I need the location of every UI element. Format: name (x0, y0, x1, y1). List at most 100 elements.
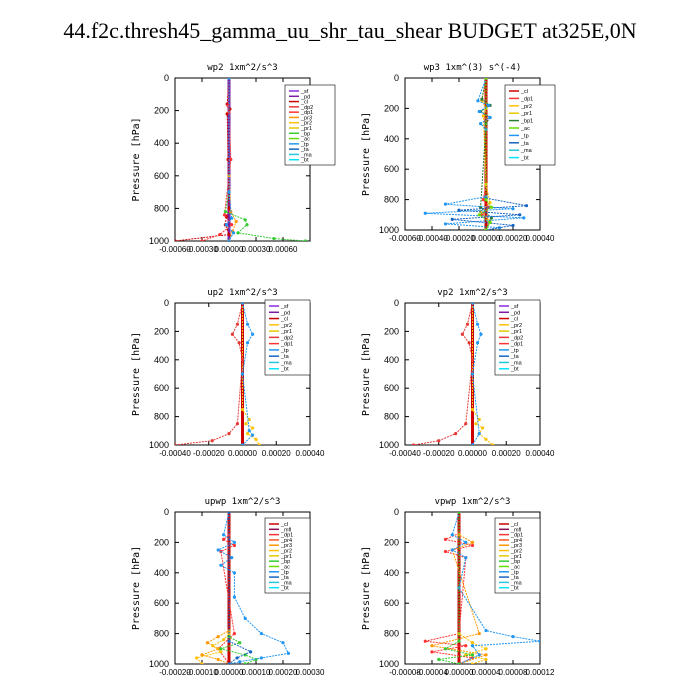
y-tick-label: 0 (394, 73, 399, 83)
x-tick-label: 0.00040 (526, 449, 555, 458)
series-point-tp (470, 303, 475, 305)
series-point-pr2 (470, 407, 475, 412)
series-point-pr2 (245, 432, 250, 436)
y-axis-label: Pressure [hPa] (361, 546, 372, 630)
legend-label: _mfl (510, 527, 521, 533)
series-point-dp1 (218, 232, 222, 237)
legend-label: _pr2 (280, 323, 292, 329)
series-point-tp (487, 103, 491, 107)
series-point-tp (475, 341, 480, 345)
series-point-dp2 (235, 422, 240, 426)
legend-label: _pr1 (300, 126, 312, 132)
series-point-tp (479, 122, 483, 126)
series-point-bp (457, 512, 461, 514)
series-point-ta (227, 512, 231, 514)
series-point-tp (251, 433, 255, 437)
series-line-dp1 (425, 512, 475, 664)
series-point-tp (443, 202, 448, 206)
series-point-pr2 (222, 638, 226, 642)
y-tick-label: 0 (164, 73, 169, 83)
x-tick-label: -0.00020 (443, 234, 475, 243)
series-point-tp (488, 115, 492, 120)
y-tick-label: 0 (394, 507, 399, 517)
series-line-bp (224, 78, 306, 241)
series-point-dp1 (200, 239, 204, 241)
series-point-pr2 (244, 422, 248, 426)
series-point-ac (488, 220, 492, 224)
legend: _cl_mfl_dp1_pr4_pr3_pr2_pr1_bp_ac_tp_ta_… (494, 517, 541, 594)
series-point-pr2 (481, 426, 485, 430)
x-tick-label: 0.00000 (472, 234, 501, 243)
series-point-cl (175, 239, 177, 241)
series-point-tp (224, 223, 228, 227)
y-tick-label: 800 (384, 629, 399, 639)
series-point-bp (470, 653, 475, 657)
series-point-ac (484, 78, 488, 80)
x-tick-label: 0.00030 (296, 668, 325, 677)
series-point-bp (245, 223, 249, 227)
x-tick-label: 0.00040 (296, 449, 325, 458)
series-point-dp2 (235, 322, 240, 326)
series-point-ac (477, 213, 481, 217)
legend: _cl_mfl_dp1_pr4_pr3_pr2_pr1_bp_ac_tp_ta_… (264, 517, 311, 594)
y-axis-label: Pressure [hPa] (361, 332, 372, 416)
legend-label: _pr2 (280, 549, 292, 555)
legend-label: _cl (300, 100, 308, 106)
legend-label: _bt (510, 586, 519, 592)
legend-label: _pr4 (280, 538, 292, 544)
series-point-dp1 (232, 632, 236, 636)
legend-label: _ac (520, 126, 530, 132)
y-tick-label: 200 (384, 537, 399, 547)
series-point-tp (484, 628, 488, 633)
legend-label: _bt (510, 367, 519, 373)
panel-title: vpwp 1xm^2/s^3 (435, 497, 511, 507)
y-tick-label: 400 (384, 568, 399, 578)
y-tick-label: 800 (154, 412, 169, 422)
x-tick-label: 0.00030 (242, 245, 271, 254)
series-point-tp (247, 429, 251, 433)
series-point-dp1 (443, 537, 448, 541)
legend: _sf_pd_cl_dp2_dp1_pr3_pr2_pr1_bp_ac_tp_t… (284, 84, 336, 166)
series-line-pr3 (200, 512, 230, 664)
series-point-ac (484, 198, 488, 202)
series-point-pr2 (477, 417, 481, 422)
series-point-pr2 (470, 641, 475, 645)
legend-label: _tp (300, 142, 309, 148)
series-point-tp (238, 660, 242, 664)
series-point-ta (249, 650, 253, 654)
series-point-dp2 (230, 332, 234, 336)
series-point-bp (457, 662, 461, 664)
y-tick-label: 0 (394, 298, 399, 308)
x-tick-label: 0.00020 (499, 234, 528, 243)
series-point-tp (232, 540, 236, 545)
legend-label: _pr1 (510, 329, 522, 335)
series-point-dp1 (470, 543, 475, 548)
legend-label: _pr1 (510, 554, 522, 560)
series-point-tp (222, 533, 226, 537)
x-tick-label: 0.00004 (472, 668, 501, 677)
series-point-pr3 (216, 657, 220, 662)
x-tick-label: -0.00030 (186, 245, 218, 254)
series-line-tp (451, 512, 540, 664)
series-group (423, 512, 540, 664)
legend-label: _bp (510, 559, 520, 565)
series-point-pr2 (254, 437, 258, 441)
series-line-dp2 (413, 303, 474, 445)
series-point-dp1 (464, 644, 468, 648)
series-point-pr2 (240, 407, 245, 412)
legend-label: _dp1 (280, 342, 293, 348)
series-point-dp2 (175, 443, 177, 445)
series-point-dp1 (423, 639, 427, 643)
legend-label: _ta (520, 141, 530, 147)
series-point-tp (470, 443, 475, 445)
series-point-ta (450, 217, 454, 221)
series-point-tp (245, 341, 250, 345)
legend-label: _cl (510, 522, 518, 528)
x-tick-label: -0.00020 (159, 668, 191, 677)
series-point-pr2 (211, 644, 215, 648)
y-tick-label: 600 (384, 598, 399, 608)
y-tick-label: 1000 (379, 659, 399, 669)
series-point-bp (243, 218, 247, 222)
y-tick-label: 200 (384, 326, 399, 336)
